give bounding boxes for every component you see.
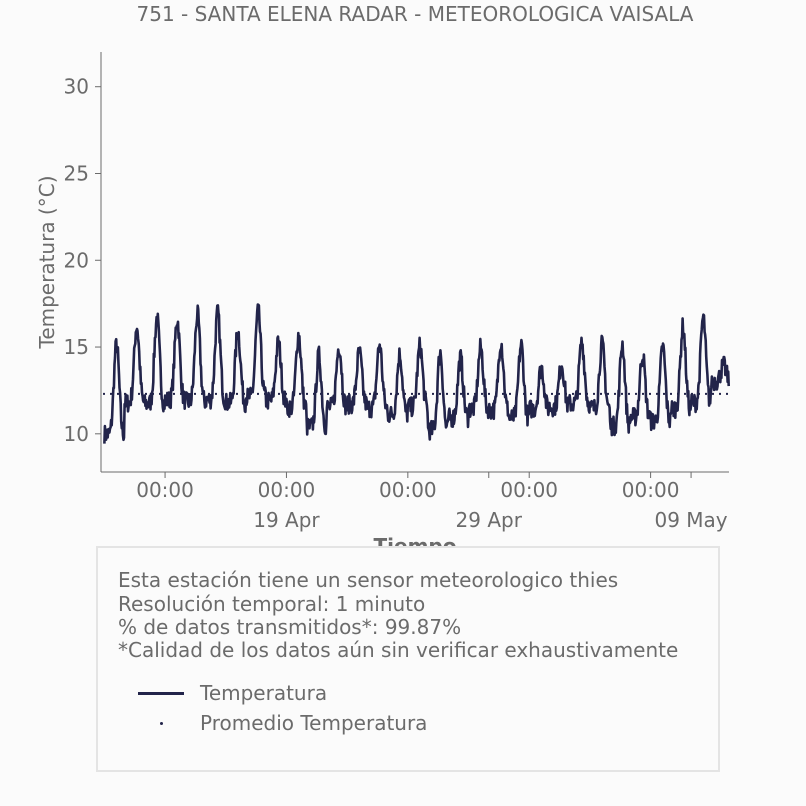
- y-tick-label: 25: [64, 161, 89, 185]
- info-box: Esta estación tiene un sensor meteorolog…: [96, 546, 720, 772]
- y-axis-label: Temperatura (°C): [35, 175, 59, 349]
- y-tick-label: 20: [64, 248, 89, 272]
- info-quality-note: *Calidad de los datos aún sin verificar …: [118, 638, 679, 662]
- x-tick-label: 00:00: [136, 478, 194, 502]
- x-date-label: 09 May: [654, 508, 727, 532]
- y-axis-ticks: 10 15 20 25 30: [64, 75, 101, 446]
- chart-title: 751 - SANTA ELENA RADAR - METEOROLOGICA …: [137, 2, 694, 26]
- y-tick-label: 15: [64, 335, 89, 359]
- info-sensor-text: Esta estación tiene un sensor meteorolog…: [118, 568, 619, 592]
- x-tick-label: 00:00: [379, 478, 437, 502]
- legend-label-promedio: Promedio Temperatura: [200, 711, 428, 735]
- y-tick-label: 30: [64, 75, 89, 99]
- info-resolution-text: Resolución temporal: 1 minuto: [118, 592, 426, 616]
- series-line-temperatura: [103, 303, 730, 444]
- info-transmission-text: % de datos transmitidos*: 99.87%: [118, 615, 462, 639]
- x-tick-label: 00:00: [500, 478, 558, 502]
- legend-line-swatch: [138, 692, 184, 695]
- x-tick-label: 00:00: [258, 478, 316, 502]
- legend-label-temperatura: Temperatura: [200, 681, 328, 705]
- plot-area: [103, 303, 730, 444]
- y-tick-label: 10: [64, 422, 89, 446]
- x-date-label: 19 Apr: [253, 508, 320, 532]
- x-date-label: 29 Apr: [456, 508, 523, 532]
- x-tick-label: 00:00: [622, 478, 680, 502]
- legend-dot-swatch: [160, 722, 163, 725]
- x-axis-ticks: 00:00 00:00 19 Apr 00:00 00:00 00:00 29 Apr 09 …: [136, 472, 728, 532]
